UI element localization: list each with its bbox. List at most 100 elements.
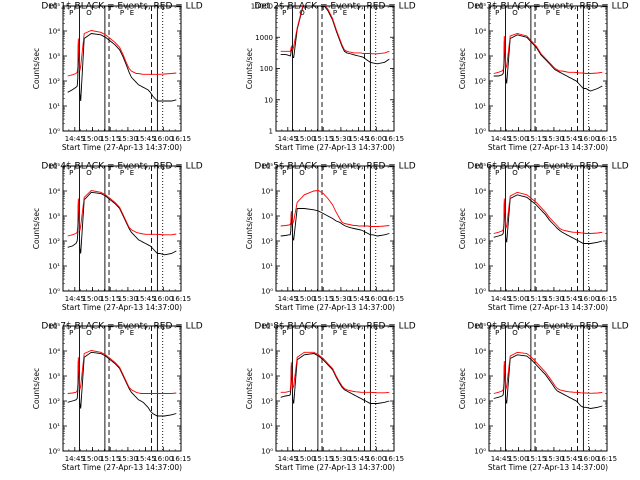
y-tick-label: 10¹ (261, 263, 273, 271)
interval-label: P (495, 169, 499, 177)
y-tick-label: 10⁰ (48, 448, 60, 456)
x-tick-label: 15:15 (526, 455, 546, 463)
panel-det-6: Det 6$ BLACK = Events, RED = LLD10⁰10¹10… (458, 162, 629, 313)
x-tick-label: 15:00 (508, 455, 528, 463)
y-tick-label: 10³ (474, 213, 486, 221)
plot-frame (488, 325, 608, 452)
x-tick-label: 16:00 (366, 455, 386, 463)
y-tick-label: 10⁴ (474, 348, 486, 356)
y-tick-label: 10¹ (48, 103, 60, 111)
y-tick-label: 10⁴ (474, 28, 486, 36)
x-tick-label: 16:15 (597, 295, 617, 303)
x-axis-title: Start Time (27-Apr-13 14:37:00) (488, 143, 608, 152)
y-tick-label: 10¹ (474, 423, 486, 431)
interval-label: E (556, 9, 560, 17)
x-axis-title: Start Time (27-Apr-13 14:37:00) (275, 463, 395, 472)
interval-label: E (556, 169, 560, 177)
x-tick-label: 16:00 (579, 135, 599, 143)
plot-frame (275, 325, 395, 452)
x-tick-label: 16:15 (171, 295, 191, 303)
y-tick-label: 10⁴ (48, 188, 60, 196)
interval-label: P (546, 9, 550, 17)
series-events-line (493, 194, 603, 244)
y-tick-label: 10¹ (48, 263, 60, 271)
interval-label: P (282, 9, 286, 17)
x-tick-label: 15:30 (118, 135, 138, 143)
y-tick-label: 10³ (48, 373, 60, 381)
panel-det-8: Det 8$ BLACK = Events, RED = LLD10⁰10¹10… (245, 322, 416, 473)
interval-label: P (495, 329, 499, 337)
interval-label: P (546, 169, 550, 177)
y-tick-label: 10⁴ (261, 188, 273, 196)
interval-label: P (546, 329, 550, 337)
interval-label: P (333, 9, 337, 17)
x-tick-label: 15:00 (295, 295, 315, 303)
series-lld-line (67, 190, 177, 237)
interval-label: P (282, 329, 286, 337)
panel-det-5: Det 5$ BLACK = Events, RED = LLD10⁰10¹10… (245, 162, 416, 313)
x-tick-label: 15:45 (136, 295, 156, 303)
y-tick-label: 10³ (48, 213, 60, 221)
y-tick-label: 10⁰ (261, 448, 273, 456)
x-tick-label: 15:45 (562, 455, 582, 463)
x-tick-label: 15:45 (136, 135, 156, 143)
y-tick-label: 10² (48, 78, 60, 86)
y-tick-label: 1000 (255, 34, 273, 42)
x-tick-label: 15:45 (136, 455, 156, 463)
x-tick-label: 15:45 (562, 135, 582, 143)
y-tick-label: 10³ (261, 213, 273, 221)
x-tick-label: 15:00 (82, 295, 102, 303)
interval-label: O (299, 329, 305, 337)
y-tick-label: 10¹ (48, 423, 60, 431)
plot-frame (488, 165, 608, 292)
interval-label: E (130, 169, 134, 177)
y-tick-label: 10² (48, 238, 60, 246)
y-tick-label: 10000 (251, 3, 273, 11)
interval-label: P (282, 169, 286, 177)
y-tick-label: 100 (260, 65, 273, 73)
y-tick-label: 10⁵ (261, 323, 273, 331)
interval-label: O (86, 329, 92, 337)
x-tick-label: 15:00 (295, 135, 315, 143)
interval-label: P (69, 329, 73, 337)
series-lld-line (280, 190, 390, 227)
y-tick-label: 10⁵ (474, 3, 486, 11)
y-tick-label: 10⁴ (48, 348, 60, 356)
x-tick-label: 15:15 (313, 135, 333, 143)
y-tick-label: 10² (261, 398, 273, 406)
x-tick-label: 14:45 (491, 135, 511, 143)
x-tick-label: 16:15 (171, 455, 191, 463)
x-tick-label: 15:15 (313, 455, 333, 463)
plot-frame (62, 325, 182, 452)
interval-label: P (333, 169, 337, 177)
x-tick-label: 15:15 (313, 295, 333, 303)
series-lld-line (493, 351, 603, 394)
x-tick-label: 15:00 (82, 455, 102, 463)
y-tick-label: 10³ (48, 53, 60, 61)
y-tick-label: 10⁴ (474, 188, 486, 196)
x-tick-label: 14:45 (491, 295, 511, 303)
panel-det-9: Det 9$ BLACK = Events, RED = LLD10⁰10¹10… (458, 322, 629, 473)
x-tick-label: 14:45 (65, 135, 85, 143)
x-tick-label: 15:30 (331, 455, 351, 463)
y-tick-label: 10⁰ (474, 448, 486, 456)
panel-det-1: Det 1$ BLACK = Events, RED = LLD10⁰10¹10… (32, 2, 203, 153)
y-tick-label: 10⁵ (474, 163, 486, 171)
y-axis-title: Counts/sec (458, 208, 467, 249)
y-axis-title: Counts/sec (245, 48, 254, 89)
x-tick-label: 14:45 (65, 455, 85, 463)
x-tick-label: 15:15 (100, 295, 120, 303)
y-axis-title: Counts/sec (458, 48, 467, 89)
interval-label: O (512, 9, 518, 17)
plot-frame (488, 5, 608, 132)
y-tick-label: 10⁵ (48, 163, 60, 171)
y-axis-title: Counts/sec (245, 368, 254, 409)
interval-label: O (86, 169, 92, 177)
y-axis-title: Counts/sec (32, 48, 41, 89)
plot-frame (275, 165, 395, 292)
interval-label: E (556, 329, 560, 337)
y-tick-label: 10⁴ (261, 348, 273, 356)
y-tick-label: 10² (474, 238, 486, 246)
y-tick-label: 10⁵ (48, 323, 60, 331)
